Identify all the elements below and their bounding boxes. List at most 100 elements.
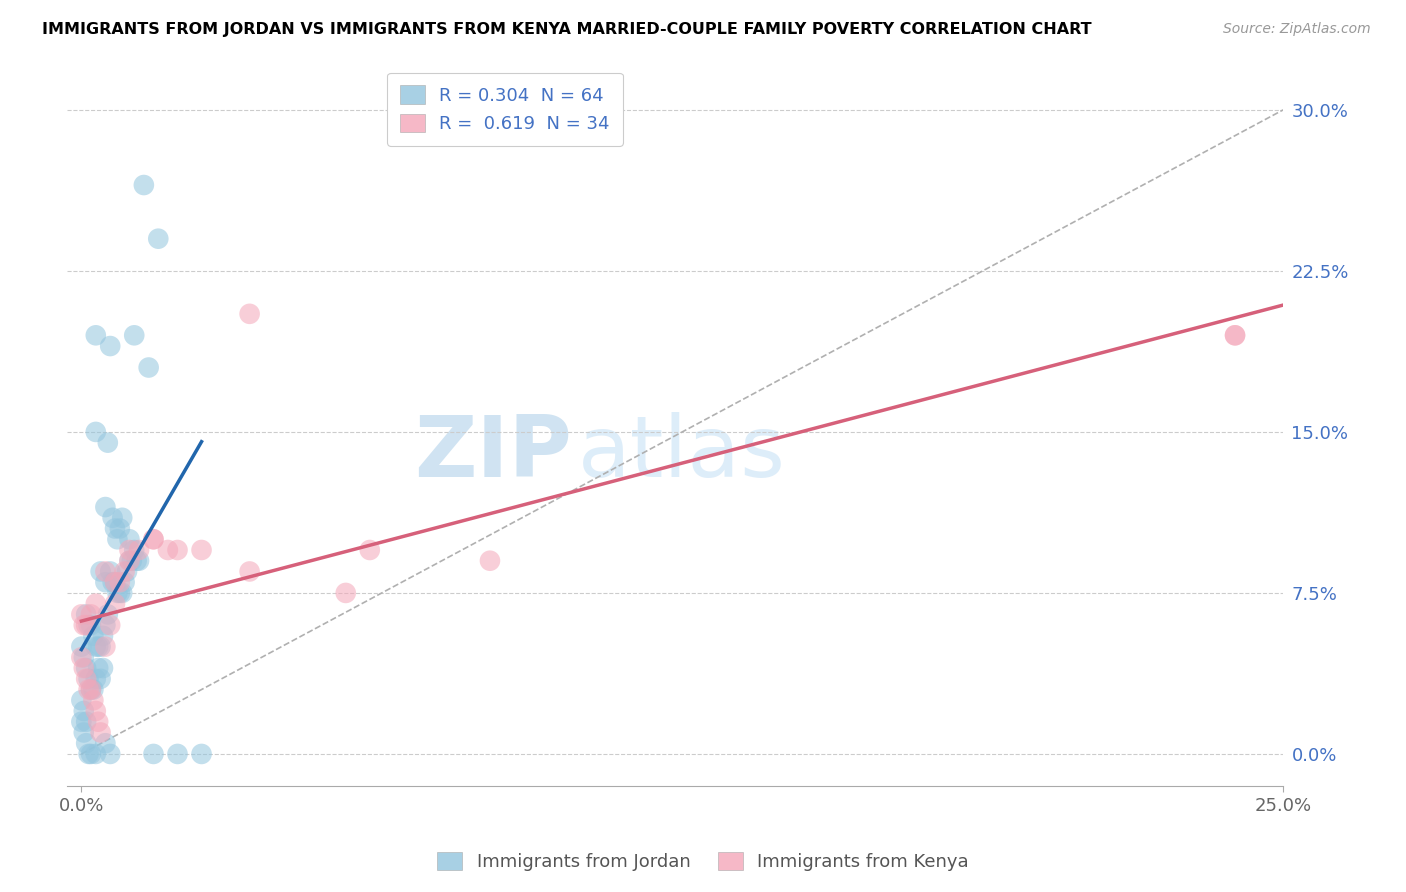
Point <box>82 629 104 643</box>
Point <box>142 533 165 547</box>
Point <box>73 704 96 718</box>
Point <box>73 661 96 675</box>
Text: Source: ZipAtlas.com: Source: ZipAtlas.com <box>1223 22 1371 37</box>
Point <box>70 640 93 654</box>
Point <box>239 307 262 321</box>
Point <box>104 522 127 536</box>
Point <box>82 693 104 707</box>
Point <box>128 554 150 568</box>
Point <box>94 565 117 579</box>
Point <box>142 747 165 761</box>
Point <box>115 565 138 579</box>
Point <box>75 661 97 675</box>
Point <box>73 650 96 665</box>
Point <box>118 543 141 558</box>
Point <box>94 500 117 514</box>
Point <box>101 510 124 524</box>
Point <box>166 747 188 761</box>
Point <box>87 640 110 654</box>
Point <box>70 714 93 729</box>
Point <box>1223 328 1246 343</box>
Point <box>107 586 129 600</box>
Point <box>80 747 103 761</box>
Point <box>73 725 96 739</box>
Point <box>80 682 103 697</box>
Point <box>108 586 131 600</box>
Point <box>70 650 93 665</box>
Point <box>121 554 143 568</box>
Point <box>75 736 97 750</box>
Text: ZIP: ZIP <box>413 412 572 495</box>
Point <box>98 565 121 579</box>
Point <box>77 747 100 761</box>
Point <box>98 747 121 761</box>
Point <box>91 629 114 643</box>
Point <box>84 597 107 611</box>
Point <box>94 640 117 654</box>
Point <box>128 543 150 558</box>
Point <box>90 725 112 739</box>
Point <box>84 747 107 761</box>
Point <box>90 640 112 654</box>
Point <box>73 618 96 632</box>
Text: IMMIGRANTS FROM JORDAN VS IMMIGRANTS FROM KENYA MARRIED-COUPLE FAMILY POVERTY CO: IMMIGRANTS FROM JORDAN VS IMMIGRANTS FRO… <box>42 22 1092 37</box>
Point <box>84 672 107 686</box>
Point <box>80 607 103 622</box>
Point <box>1223 328 1246 343</box>
Point <box>98 339 121 353</box>
Point <box>118 554 141 568</box>
Point <box>77 618 100 632</box>
Point <box>80 682 103 697</box>
Point <box>104 575 127 590</box>
Point <box>82 682 104 697</box>
Legend: Immigrants from Jordan, Immigrants from Kenya: Immigrants from Jordan, Immigrants from … <box>430 845 976 879</box>
Point <box>138 360 160 375</box>
Point <box>84 328 107 343</box>
Point <box>114 575 136 590</box>
Point <box>77 682 100 697</box>
Point <box>335 586 357 600</box>
Point <box>80 618 103 632</box>
Point <box>94 575 117 590</box>
Point <box>84 425 107 439</box>
Point <box>90 672 112 686</box>
Point <box>132 178 155 192</box>
Point <box>70 693 93 707</box>
Point <box>104 575 127 590</box>
Point <box>97 607 120 622</box>
Point <box>94 736 117 750</box>
Point <box>239 565 262 579</box>
Point <box>87 661 110 675</box>
Point <box>97 435 120 450</box>
Point <box>111 586 134 600</box>
Point <box>84 704 107 718</box>
Point <box>111 510 134 524</box>
Point <box>75 714 97 729</box>
Point <box>190 747 212 761</box>
Point <box>478 554 501 568</box>
Point <box>122 543 145 558</box>
Point <box>90 565 112 579</box>
Point <box>190 543 212 558</box>
Point <box>156 543 179 558</box>
Point <box>104 597 127 611</box>
Point <box>122 328 145 343</box>
Point <box>75 672 97 686</box>
Point <box>166 543 188 558</box>
Point <box>125 554 148 568</box>
Point <box>98 618 121 632</box>
Point <box>118 533 141 547</box>
Point <box>94 618 117 632</box>
Legend: R = 0.304  N = 64, R =  0.619  N = 34: R = 0.304 N = 64, R = 0.619 N = 34 <box>387 72 623 145</box>
Point <box>114 565 136 579</box>
Point <box>118 554 141 568</box>
Point <box>359 543 381 558</box>
Point <box>101 575 124 590</box>
Point <box>91 661 114 675</box>
Point <box>75 618 97 632</box>
Point <box>107 533 129 547</box>
Point <box>84 640 107 654</box>
Point <box>87 714 110 729</box>
Point <box>77 672 100 686</box>
Point <box>148 232 170 246</box>
